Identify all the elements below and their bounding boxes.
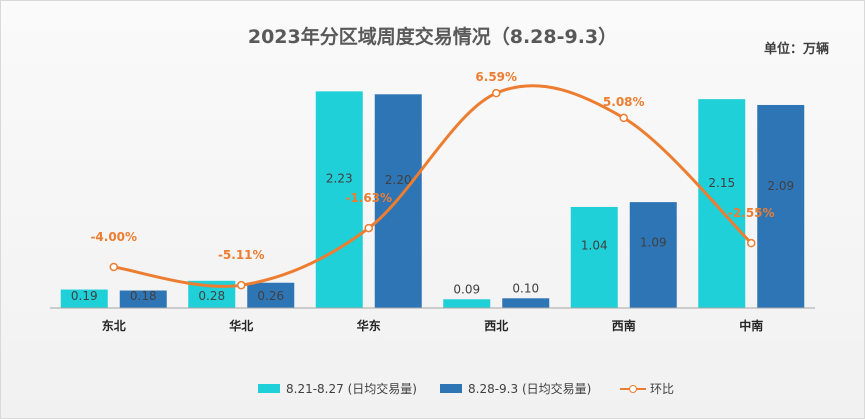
legend-label-series-3: 环比 — [650, 382, 675, 396]
unit-label: 单位：万辆 — [763, 42, 829, 57]
bar-label-series-1-2: 0.28 — [198, 289, 225, 303]
line-label-1: -4.00% — [90, 230, 137, 244]
x-tick-label-4: 西北 — [484, 318, 508, 333]
legend-item-series-1: 8.21-8.27 (日均交易量) — [258, 380, 417, 397]
line-label-4: 6.59% — [475, 70, 517, 84]
bar-series-1-1 — [60, 289, 108, 308]
bar-label-series-2-4: 0.10 — [512, 281, 539, 295]
line-point-4 — [492, 88, 501, 98]
bar-series-1-6 — [698, 99, 746, 309]
bar-series-2-5 — [629, 202, 677, 308]
line-label-3: -1.63% — [345, 191, 392, 205]
bar-label-series-2-2: 0.26 — [257, 289, 284, 303]
x-tick-label-6: 中南 — [739, 318, 763, 333]
bar-label-series-1-5: 1.04 — [581, 238, 608, 252]
line-series-3 — [113, 84, 753, 288]
bar-series-1-3 — [315, 91, 363, 308]
bar-series-2-1 — [119, 290, 167, 308]
line-label-6: -2.55% — [728, 206, 775, 220]
legend-swatch-series-3 — [620, 384, 646, 393]
bar-label-series-2-5: 1.09 — [640, 236, 667, 250]
bar-label-series-1-3: 2.23 — [326, 171, 353, 185]
bar-label-series-1-6: 2.15 — [708, 176, 735, 190]
legend-label-series-1: 8.21-8.27 (日均交易量) — [286, 382, 417, 396]
bar-label-series-2-1: 0.18 — [130, 289, 157, 303]
line-point-2 — [237, 280, 246, 290]
bar-label-series-2-6: 2.09 — [767, 179, 794, 193]
bar-series-1-4 — [443, 299, 491, 308]
bar-series-2-4 — [502, 298, 550, 308]
legend-swatch-series-2 — [440, 384, 462, 393]
legend-item-series-2: 8.28-9.3 (日均交易量) — [440, 380, 591, 397]
chart-title: 2023年分区域周度交易情况（8.28-9.3） — [247, 26, 618, 48]
legend-swatch-series-1 — [258, 384, 280, 393]
x-tick-label-3: 华东 — [357, 318, 381, 333]
bar-series-1-5 — [570, 206, 618, 308]
x-tick-label-1: 东北 — [102, 318, 126, 333]
bar-label-series-1-1: 0.19 — [71, 289, 98, 303]
line-point-6 — [747, 238, 756, 248]
x-tick-label-2: 华北 — [229, 318, 253, 333]
line-label-2: -5.11% — [218, 248, 265, 262]
line-label-5: 5.08% — [603, 95, 645, 109]
legend-item-series-3: 环比 — [620, 380, 674, 397]
x-tick-label-5: 西南 — [612, 318, 636, 333]
legend-label-series-2: 8.28-9.3 (日均交易量) — [468, 382, 592, 396]
bar-label-series-2-3: 2.20 — [385, 173, 412, 187]
bar-label-series-1-4: 0.09 — [453, 282, 480, 296]
bar-series-2-2 — [247, 282, 295, 308]
line-point-3 — [364, 223, 373, 233]
bar-series-2-6 — [757, 104, 805, 308]
line-point-5 — [619, 113, 628, 123]
line-point-1 — [109, 262, 118, 272]
